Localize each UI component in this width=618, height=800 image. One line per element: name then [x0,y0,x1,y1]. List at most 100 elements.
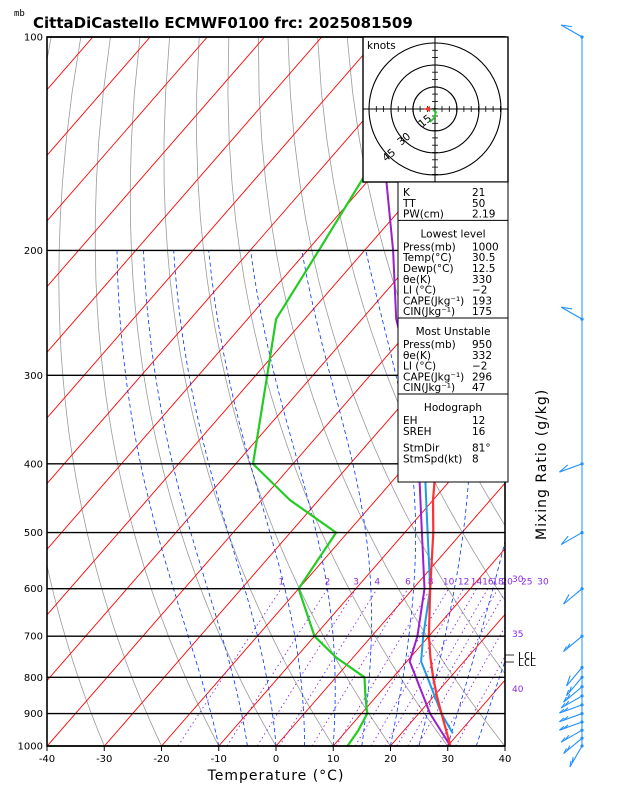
index-label: θe(K) [403,274,431,286]
index-label: LI (°C) [403,285,436,297]
index-value: 175 [472,306,492,318]
index-value: 16 [472,426,486,438]
mixing-ratio-label: 20 [501,578,513,588]
mixing-ratio-label: 3 [353,578,359,588]
index-label: CIN(Jkg⁻¹) [403,382,455,394]
isotherm [47,37,208,222]
index-section-title: Most Unstable [416,326,491,338]
wind-barb [560,694,584,709]
pressure-tick: 600 [24,584,43,595]
storm-motion-marker [424,106,430,112]
isotherm [332,548,505,746]
index-label: StmDir [403,443,440,455]
pressure-tick: 500 [24,528,43,539]
index-section-title: Lowest level [420,228,485,240]
index-value: 332 [472,350,492,362]
wind-barb [560,728,584,743]
dry-adiabat [227,37,448,746]
mixing-ratio-label: 30 [537,578,549,588]
temperature-tick: 0 [273,754,279,765]
isotherm [275,482,505,746]
index-label: K [403,187,411,199]
index-label: θe(K) [403,350,431,362]
index-label: TT [402,198,416,210]
moist-adiabat [208,250,305,746]
moist-adiabat [504,744,505,746]
wind-barb [563,685,584,703]
temperature-tick: -30 [96,754,112,765]
index-value: 193 [472,295,492,307]
index-value: −2 [472,361,487,373]
wind-barb [560,306,584,321]
isotherm [47,219,505,746]
dry-adiabat [163,37,334,746]
index-value: 12.5 [472,263,495,275]
mixing-ratio-label: 8 [428,578,434,588]
lcl-markers: LCL LCL [505,651,536,669]
pressure-tick: 1000 [18,742,43,753]
moist-adiabat [116,250,220,746]
mixing-ratio-line [437,625,505,746]
theta-e-label: 30 [512,575,524,585]
pressure-tick-labels: 1000 900 800 700 600 500 400 300 200 100 [18,33,43,753]
wind-barb [559,462,584,473]
isotherm [47,37,437,485]
moist-adiabat [365,250,416,746]
mixing-ratio-line [384,588,477,746]
background-lines [47,37,618,746]
pressure-tick: 700 [24,632,43,643]
index-label: CIN(Jkg⁻¹) [403,306,455,318]
dewpoint-line [251,37,449,746]
dry-adiabat [47,37,105,746]
index-value: 2.19 [472,209,495,221]
lcl-label: LCL [518,651,536,662]
index-label: SREH [403,426,432,438]
mixing-ratio-label: 6 [405,578,411,588]
wind-barb [560,530,584,546]
dry-adiabat [317,37,505,602]
index-value: 296 [472,371,492,383]
temperature-tick: 10 [327,754,340,765]
hodograph-trace [429,109,438,123]
index-value: 8 [472,453,479,465]
moist-adiabat [173,250,277,746]
temperature-tick: -20 [153,754,169,765]
wind-barb [559,703,584,714]
index-label: Press(mb) [403,339,456,351]
dry-adiabat [94,37,220,746]
temperature-tick-labels: -40 -30 -20 -10 0 10 20 30 40 [39,746,512,765]
isotherm [390,613,505,746]
isotherm [218,416,505,746]
mixing-ratio-label: 16 [482,578,494,588]
mixing-ratio-label: 1 [278,578,284,588]
temperature-tick: 30 [441,754,454,765]
index-value: 21 [472,187,485,199]
pressure-tick: 100 [24,33,43,44]
units-mb-label: mb [14,9,25,19]
index-value: 30.5 [472,252,495,264]
mixing-ratio-line [396,588,489,746]
index-value: 50 [472,198,485,210]
wind-barb [569,744,584,768]
isotherm [47,37,323,353]
index-label: EH [403,415,418,427]
wind-barb [563,587,584,605]
dry-adiabat [258,37,505,746]
isotherm [47,37,380,419]
index-label: Press(mb) [403,241,456,253]
temperature-tick: 40 [499,754,512,765]
dry-adiabat [58,37,162,746]
mixing-ratio-label: 18 [492,578,504,588]
pressure-tick: 200 [24,246,43,257]
isotherm [47,37,265,288]
chart-title: CittaDiCastello ECMWF0100 frc: 202508150… [33,14,413,32]
dry-adiabat [614,37,618,746]
index-label: Dewp(°C) [403,263,454,275]
index-label: Temp(°C) [402,252,452,264]
wind-barb [566,675,584,697]
mixing-ratio-line [370,588,464,746]
wind-barb [566,665,584,687]
index-label: LI (°C) [403,361,436,373]
